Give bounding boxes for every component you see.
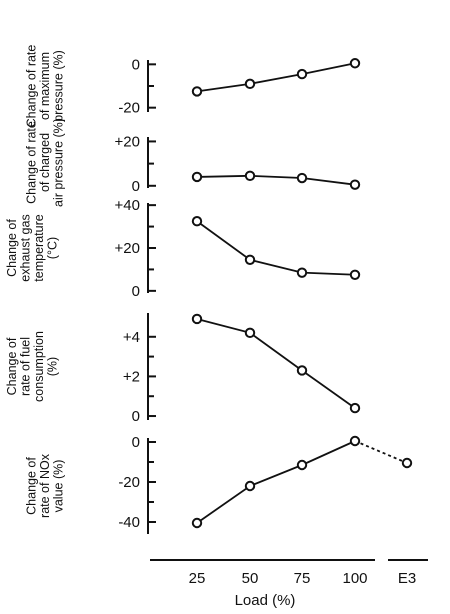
panel-max-pressure: 0 -20 Change of rate of maximum pressure (%) xyxy=(25,45,361,128)
data-point xyxy=(191,216,203,227)
data-point xyxy=(244,254,256,265)
data-point xyxy=(191,171,203,183)
panel-charged-air-pressure: +20 0 Change of rate of charged air pressure… xyxy=(25,118,361,207)
y-axis-label-line: air pressure (%) xyxy=(52,118,66,207)
y-axis-label-line: (%) xyxy=(45,357,59,376)
y-tick-label: +20 xyxy=(115,133,140,150)
y-axis-label-line: rate of NOx xyxy=(38,453,52,518)
data-point xyxy=(244,327,256,339)
data-point xyxy=(296,172,308,184)
e3-dotted-line xyxy=(354,440,408,464)
y-axis-label-line: consumption xyxy=(32,331,46,402)
data-point xyxy=(349,435,361,447)
x-axis: 25 50 75 100 E3 Load (%) xyxy=(150,559,428,609)
data-point xyxy=(296,267,308,278)
y-axis-label-line: of maximum xyxy=(38,52,52,120)
y-tick-label: 0 xyxy=(132,56,140,73)
data-point xyxy=(349,402,361,414)
series-line xyxy=(196,62,356,93)
data-point xyxy=(244,170,256,182)
y-axis-label-line: pressure (%) xyxy=(52,50,66,122)
y-axis-label-line: exhaust gas xyxy=(18,214,32,281)
x-axis-label: Load (%) xyxy=(235,592,296,609)
y-axis-label-line: temperature xyxy=(32,214,46,281)
y-tick-label: 0 xyxy=(132,408,140,425)
y-axis-label-line: Change of rate xyxy=(25,45,39,128)
y-axis-label-line: (°C) xyxy=(45,237,59,259)
y-axis-label-line: Change of rate xyxy=(25,121,39,204)
y-tick-label: 0 xyxy=(132,283,140,300)
data-point xyxy=(296,365,308,376)
panel-nox-value: 0 -20 -40 Change of rate of NOx value (%) xyxy=(25,434,413,534)
x-tick-label: 75 xyxy=(294,570,311,587)
data-point xyxy=(349,58,361,69)
y-axis-label-line: rate of fuel xyxy=(18,337,32,396)
y-axis-label-line: of charged xyxy=(38,133,52,192)
x-tick-label: 100 xyxy=(342,570,367,587)
y-tick-label: -40 xyxy=(118,514,140,531)
x-tick-label: 50 xyxy=(242,570,259,587)
y-axis-label-line: Change of xyxy=(5,219,19,277)
data-point xyxy=(349,269,361,280)
panel-exhaust-gas-temperature: +40 +20 0 Change of exhaust gas temperature (°… xyxy=(5,197,361,300)
data-point xyxy=(191,313,203,325)
y-axis-label-line: Change of xyxy=(25,457,39,515)
x-tick-label: E3 xyxy=(398,570,416,587)
data-point xyxy=(244,480,256,492)
y-axis-label-line: Change of xyxy=(5,337,19,395)
data-point-e3 xyxy=(401,457,413,469)
y-tick-label: 0 xyxy=(132,178,140,195)
y-tick-label: +40 xyxy=(115,197,140,214)
y-tick-label: -20 xyxy=(118,100,140,117)
data-point xyxy=(244,78,256,90)
data-point xyxy=(296,459,308,471)
panel-fuel-consumption: +4 +2 0 Change of rate of fuel consumption (%) xyxy=(5,313,361,425)
series-line xyxy=(196,318,356,409)
y-tick-label: 0 xyxy=(132,434,140,451)
series-line xyxy=(196,440,356,524)
x-tick-label: 25 xyxy=(189,570,206,587)
series-line xyxy=(196,174,356,186)
data-point xyxy=(296,68,308,80)
y-tick-label: +20 xyxy=(115,240,140,257)
y-tick-label: -20 xyxy=(118,474,140,491)
data-point xyxy=(191,517,203,529)
y-tick-label: +4 xyxy=(123,329,140,346)
data-point xyxy=(191,86,203,97)
data-point xyxy=(349,179,361,190)
y-tick-label: +2 xyxy=(123,368,140,385)
series-line xyxy=(196,220,356,276)
y-axis-label-line: value (%) xyxy=(52,460,66,513)
